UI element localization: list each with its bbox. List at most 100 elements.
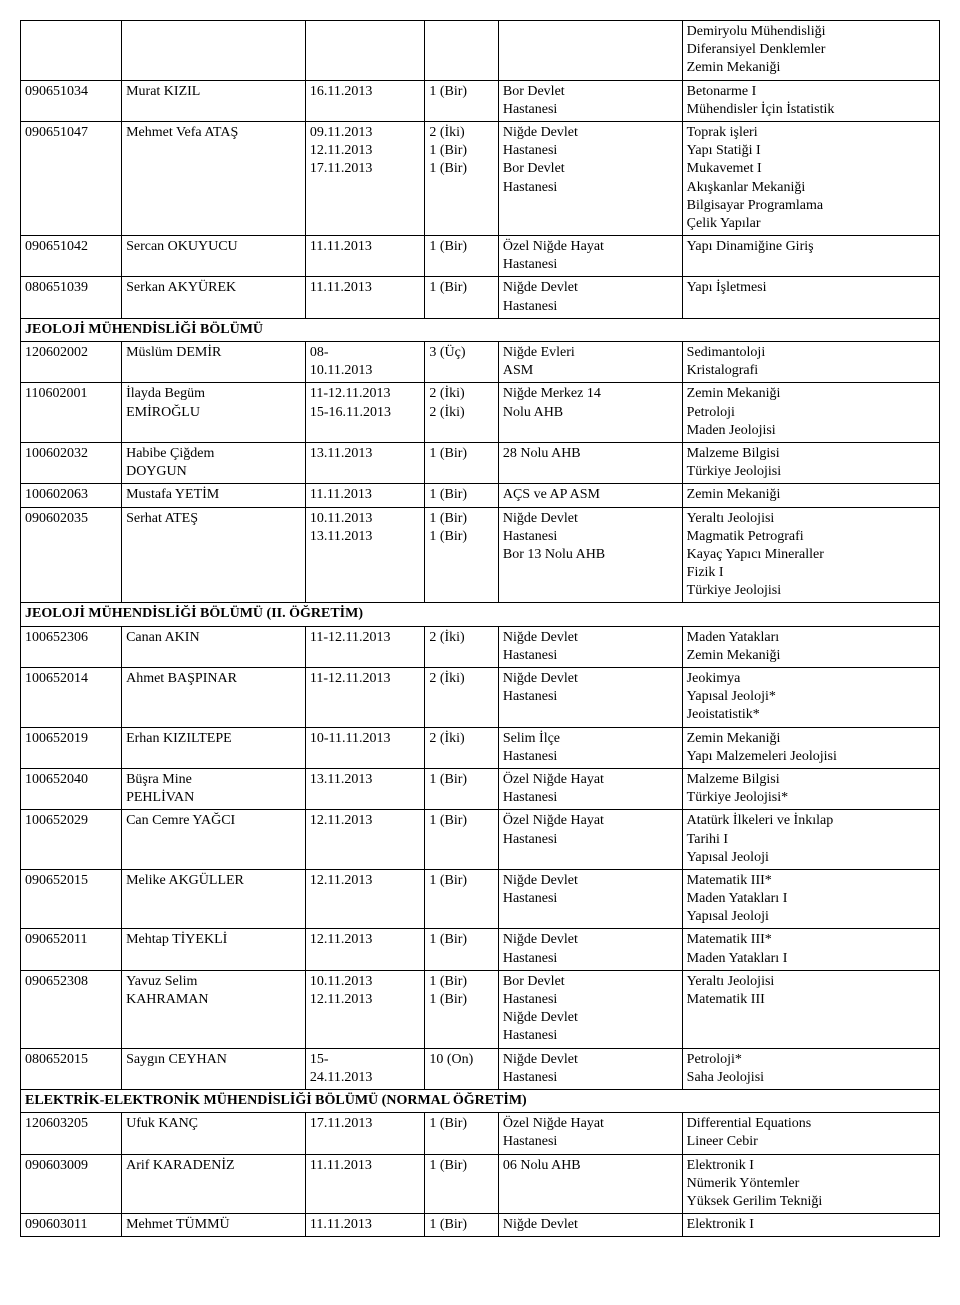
- count: [425, 21, 499, 81]
- courses: Differential Equations Lineer Cebir: [682, 1113, 939, 1154]
- count: 1 (Bir): [425, 1113, 499, 1154]
- table-row: 100652029Can Cemre YAĞCI12.11.20131 (Bir…: [21, 810, 940, 870]
- student-name: Mustafa YETİM: [122, 484, 306, 507]
- count: 1 (Bir): [425, 442, 499, 483]
- table-row: JEOLOJİ MÜHENDİSLİĞİ BÖLÜMÜ (II. ÖĞRETİM…: [21, 603, 940, 626]
- table-row: 080651039Serkan AKYÜREK11.11.20131 (Bir)…: [21, 277, 940, 318]
- student-name: Ufuk KANÇ: [122, 1113, 306, 1154]
- table-row: 090651047Mehmet Vefa ATAŞ09.11.2013 12.1…: [21, 121, 940, 235]
- location: Niğde Devlet Hastanesi: [498, 277, 682, 318]
- count: 1 (Bir) 1 (Bir): [425, 970, 499, 1048]
- location: Bor Devlet Hastanesi: [498, 80, 682, 121]
- table-row: JEOLOJİ MÜHENDİSLİĞİ BÖLÜMÜ: [21, 318, 940, 341]
- student-id: 100602032: [21, 442, 122, 483]
- location: Niğde Merkez 14 Nolu AHB: [498, 383, 682, 443]
- student-id: [21, 21, 122, 81]
- table-row: ELEKTRİK-ELEKTRONİK MÜHENDİSLİĞİ BÖLÜMÜ …: [21, 1089, 940, 1112]
- location: Niğde Devlet Hastanesi Bor Devlet Hastan…: [498, 121, 682, 235]
- location: Selim İlçe Hastanesi: [498, 727, 682, 768]
- table-row: 120603205Ufuk KANÇ17.11.20131 (Bir)Özel …: [21, 1113, 940, 1154]
- location: Özel Niğde Hayat Hastanesi: [498, 810, 682, 870]
- courses: Yapı Dinamiğine Giriş: [682, 236, 939, 277]
- courses: Atatürk İlkeleri ve İnkılap Tarihi I Yap…: [682, 810, 939, 870]
- student-id: 090602035: [21, 507, 122, 603]
- table-row: Demiryolu Mühendisliği Diferansiyel Denk…: [21, 21, 940, 81]
- date: 11-12.11.2013 15-16.11.2013: [305, 383, 424, 443]
- student-name: Murat KIZIL: [122, 80, 306, 121]
- table-row: 080652015Saygın CEYHAN15- 24.11.201310 (…: [21, 1048, 940, 1089]
- student-name: Yavuz Selim KAHRAMAN: [122, 970, 306, 1048]
- date: 12.11.2013: [305, 869, 424, 929]
- table-row: 120602002Müslüm DEMİR08- 10.11.20133 (Üç…: [21, 342, 940, 383]
- courses: Maden Yatakları Zemin Mekaniği: [682, 626, 939, 667]
- date: 11-12.11.2013: [305, 626, 424, 667]
- location: Özel Niğde Hayat Hastanesi: [498, 768, 682, 809]
- table-row: 100652019Erhan KIZILTEPE10-11.11.20132 (…: [21, 727, 940, 768]
- date: 11.11.2013: [305, 484, 424, 507]
- student-name: Arif KARADENİZ: [122, 1154, 306, 1214]
- date: 13.11.2013: [305, 768, 424, 809]
- student-name: Serkan AKYÜREK: [122, 277, 306, 318]
- student-name: Mehtap TİYEKLİ: [122, 929, 306, 970]
- student-id: 100602063: [21, 484, 122, 507]
- date: 17.11.2013: [305, 1113, 424, 1154]
- student-name: Mehmet TÜMMÜ: [122, 1214, 306, 1237]
- count: 1 (Bir): [425, 277, 499, 318]
- date: 09.11.2013 12.11.2013 17.11.2013: [305, 121, 424, 235]
- location: 06 Nolu AHB: [498, 1154, 682, 1214]
- student-id: 100652014: [21, 668, 122, 728]
- student-name: Saygın CEYHAN: [122, 1048, 306, 1089]
- student-name: Mehmet Vefa ATAŞ: [122, 121, 306, 235]
- section-header: JEOLOJİ MÜHENDİSLİĞİ BÖLÜMÜ: [21, 318, 940, 341]
- date: 11.11.2013: [305, 277, 424, 318]
- courses: Yapı İşletmesi: [682, 277, 939, 318]
- table-row: 090652015Melike AKGÜLLER12.11.20131 (Bir…: [21, 869, 940, 929]
- count: 2 (İki) 1 (Bir) 1 (Bir): [425, 121, 499, 235]
- table-row: 100652306Canan AKIN11-12.11.20132 (İki)N…: [21, 626, 940, 667]
- location: Niğde Devlet: [498, 1214, 682, 1237]
- table-row: 090651042Sercan OKUYUCU11.11.20131 (Bir)…: [21, 236, 940, 277]
- count: 1 (Bir): [425, 810, 499, 870]
- date: 15- 24.11.2013: [305, 1048, 424, 1089]
- table-row: 090603009Arif KARADENİZ11.11.20131 (Bir)…: [21, 1154, 940, 1214]
- table-row: 090651034Murat KIZIL16.11.20131 (Bir)Bor…: [21, 80, 940, 121]
- date: 10.11.2013 13.11.2013: [305, 507, 424, 603]
- courses: Elektronik I Nümerik Yöntemler Yüksek Ge…: [682, 1154, 939, 1214]
- location: Niğde Devlet Hastanesi: [498, 668, 682, 728]
- date: 11.11.2013: [305, 1214, 424, 1237]
- location: Niğde Evleri ASM: [498, 342, 682, 383]
- courses: Matematik III* Maden Yatakları I Yapısal…: [682, 869, 939, 929]
- student-id: 090651047: [21, 121, 122, 235]
- courses: Jeokimya Yapısal Jeoloji* Jeoistatistik*: [682, 668, 939, 728]
- student-name: Can Cemre YAĞCI: [122, 810, 306, 870]
- date: 13.11.2013: [305, 442, 424, 483]
- student-id: 090652308: [21, 970, 122, 1048]
- location: [498, 21, 682, 81]
- student-name: Melike AKGÜLLER: [122, 869, 306, 929]
- student-id: 080652015: [21, 1048, 122, 1089]
- section-header: ELEKTRİK-ELEKTRONİK MÜHENDİSLİĞİ BÖLÜMÜ …: [21, 1089, 940, 1112]
- student-name: Erhan KIZILTEPE: [122, 727, 306, 768]
- table-row: 090652011Mehtap TİYEKLİ12.11.20131 (Bir)…: [21, 929, 940, 970]
- count: 1 (Bir): [425, 80, 499, 121]
- student-id: 120602002: [21, 342, 122, 383]
- student-name: [122, 21, 306, 81]
- student-name: Müslüm DEMİR: [122, 342, 306, 383]
- location: Niğde Devlet Hastanesi: [498, 929, 682, 970]
- courses: Sedimantoloji Kristalografi: [682, 342, 939, 383]
- date: 10.11.2013 12.11.2013: [305, 970, 424, 1048]
- count: 2 (İki): [425, 626, 499, 667]
- student-id: 090652011: [21, 929, 122, 970]
- date: 11.11.2013: [305, 1154, 424, 1214]
- student-id: 100652029: [21, 810, 122, 870]
- date: 08- 10.11.2013: [305, 342, 424, 383]
- count: 1 (Bir) 1 (Bir): [425, 507, 499, 603]
- student-name: Canan AKIN: [122, 626, 306, 667]
- count: 1 (Bir): [425, 929, 499, 970]
- location: Niğde Devlet Hastanesi: [498, 869, 682, 929]
- count: 2 (İki): [425, 668, 499, 728]
- count: 10 (On): [425, 1048, 499, 1089]
- student-name: Ahmet BAŞPINAR: [122, 668, 306, 728]
- courses: Petroloji* Saha Jeolojisi: [682, 1048, 939, 1089]
- section-header: JEOLOJİ MÜHENDİSLİĞİ BÖLÜMÜ (II. ÖĞRETİM…: [21, 603, 940, 626]
